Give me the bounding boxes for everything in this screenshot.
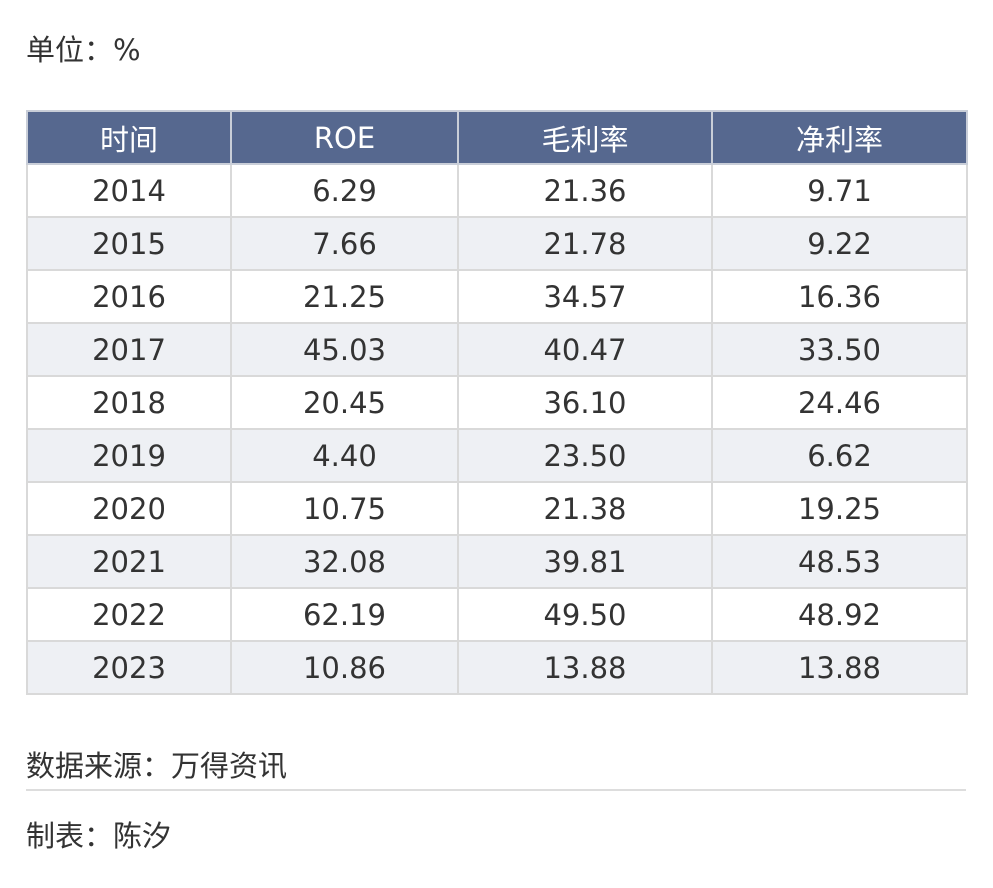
cell-roe: 20.45 [230,375,459,430]
cell-net-margin: 6.62 [711,428,968,483]
table-row: 2018 20.45 36.10 24.46 [26,375,968,430]
table-row: 2017 45.03 40.47 33.50 [26,322,968,377]
cell-net-margin: 9.22 [711,216,968,271]
table-row: 2019 4.40 23.50 6.62 [26,428,968,483]
cell-year: 2019 [26,428,232,483]
cell-roe: 6.29 [230,163,459,218]
cell-net-margin: 33.50 [711,322,968,377]
cell-year: 2020 [26,481,232,536]
cell-roe: 62.19 [230,587,459,642]
cell-roe: 21.25 [230,269,459,324]
cell-gross-margin: 21.38 [457,481,713,536]
cell-net-margin: 13.88 [711,640,968,695]
header-gross-margin: 毛利率 [457,110,713,165]
cell-year: 2023 [26,640,232,695]
cell-gross-margin: 21.78 [457,216,713,271]
table-row: 2020 10.75 21.38 19.25 [26,481,968,536]
unit-label: 单位：% [26,33,141,67]
cell-year: 2021 [26,534,232,589]
divider [26,789,966,791]
cell-net-margin: 9.71 [711,163,968,218]
data-table-container: 时间 ROE 毛利率 净利率 2014 6.29 21.36 9.71 2015… [26,110,968,695]
table-row: 2022 62.19 49.50 48.92 [26,587,968,642]
cell-gross-margin: 36.10 [457,375,713,430]
table-row: 2021 32.08 39.81 48.53 [26,534,968,589]
table-row: 2014 6.29 21.36 9.71 [26,163,968,218]
cell-gross-margin: 49.50 [457,587,713,642]
cell-roe: 10.86 [230,640,459,695]
financial-ratio-table: 时间 ROE 毛利率 净利率 2014 6.29 21.36 9.71 2015… [26,110,968,695]
table-row: 2016 21.25 34.57 16.36 [26,269,968,324]
cell-roe: 7.66 [230,216,459,271]
cell-net-margin: 48.53 [711,534,968,589]
cell-year: 2016 [26,269,232,324]
cell-roe: 10.75 [230,481,459,536]
cell-gross-margin: 40.47 [457,322,713,377]
table-author-label: 制表：陈汐 [26,819,172,853]
cell-roe: 4.40 [230,428,459,483]
cell-year: 2017 [26,322,232,377]
cell-gross-margin: 39.81 [457,534,713,589]
cell-roe: 32.08 [230,534,459,589]
table-header-row: 时间 ROE 毛利率 净利率 [26,110,968,165]
cell-year: 2014 [26,163,232,218]
cell-net-margin: 16.36 [711,269,968,324]
header-roe: ROE [230,110,459,165]
cell-gross-margin: 23.50 [457,428,713,483]
cell-year: 2018 [26,375,232,430]
data-source-label: 数据来源：万得资讯 [26,749,288,783]
cell-gross-margin: 34.57 [457,269,713,324]
cell-gross-margin: 13.88 [457,640,713,695]
header-time: 时间 [26,110,232,165]
cell-net-margin: 24.46 [711,375,968,430]
cell-net-margin: 48.92 [711,587,968,642]
header-net-margin: 净利率 [711,110,968,165]
cell-gross-margin: 21.36 [457,163,713,218]
table-row: 2023 10.86 13.88 13.88 [26,640,968,695]
cell-year: 2015 [26,216,232,271]
cell-year: 2022 [26,587,232,642]
cell-roe: 45.03 [230,322,459,377]
table-row: 2015 7.66 21.78 9.22 [26,216,968,271]
cell-net-margin: 19.25 [711,481,968,536]
